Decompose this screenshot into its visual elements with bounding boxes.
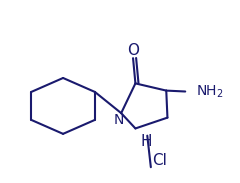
Text: O: O (127, 43, 139, 57)
Text: NH$_2$: NH$_2$ (196, 83, 224, 100)
Text: Cl: Cl (152, 153, 167, 168)
Text: H: H (140, 135, 152, 150)
Text: N: N (114, 113, 124, 127)
